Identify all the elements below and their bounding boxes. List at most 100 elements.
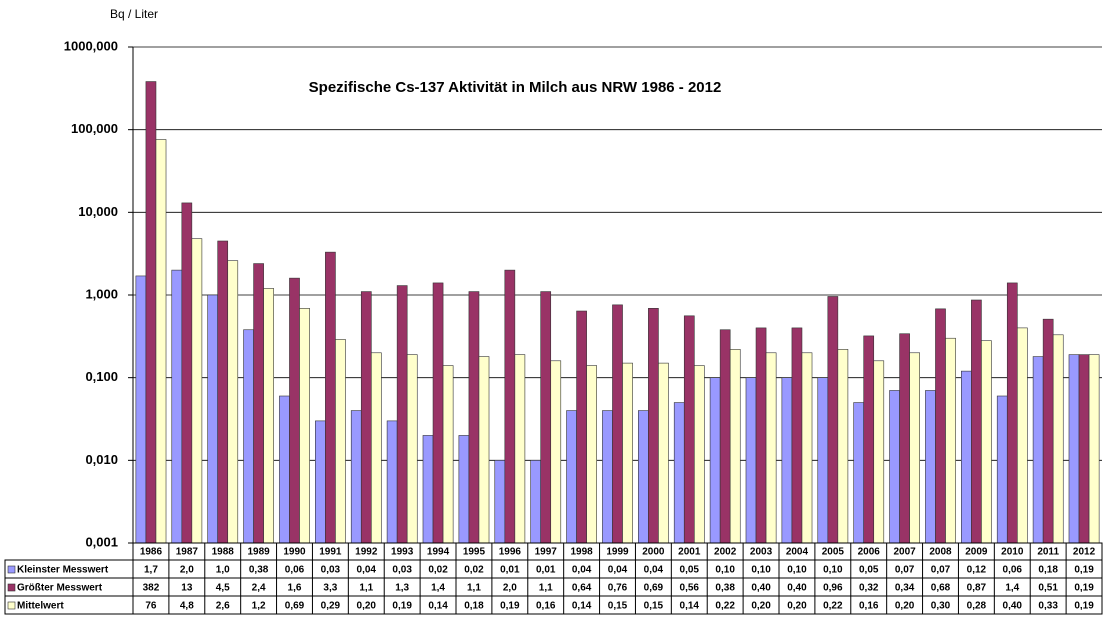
bar	[566, 410, 577, 544]
table-value: 0,02	[428, 565, 448, 576]
table-value: 0,96	[823, 583, 843, 594]
table-value: 0,06	[285, 565, 305, 576]
bar	[540, 291, 552, 544]
bar	[227, 260, 239, 544]
table-value: 0,20	[357, 601, 377, 612]
bar	[468, 291, 480, 544]
bar	[1032, 356, 1044, 544]
bar	[648, 308, 659, 544]
bar	[765, 352, 777, 544]
table-value: 76	[145, 601, 157, 612]
bar	[909, 352, 920, 544]
bar	[504, 269, 516, 544]
bar	[1068, 354, 1080, 544]
bar	[622, 362, 633, 544]
bar	[745, 377, 757, 544]
bar	[135, 275, 147, 544]
legend-swatch	[7, 565, 16, 574]
bar	[801, 352, 813, 544]
bar	[863, 335, 875, 544]
x-tick-label: 1988	[212, 547, 235, 558]
table-value: 0,18	[464, 601, 484, 612]
bar	[191, 238, 203, 544]
bar	[853, 402, 864, 544]
table-value: 0,10	[751, 565, 771, 576]
bar	[386, 420, 398, 544]
table-value: 0,18	[1038, 565, 1058, 576]
bar	[1017, 327, 1028, 544]
bar	[181, 202, 193, 544]
table-value: 0,04	[644, 565, 664, 576]
bar	[996, 395, 1008, 544]
table-value: 0,10	[787, 565, 807, 576]
x-tick-label: 2004	[786, 547, 809, 558]
table-value: 0,40	[787, 583, 807, 594]
table-value: 0,69	[644, 583, 664, 594]
table-value: 2,6	[216, 601, 230, 612]
table-value: 0,68	[931, 583, 951, 594]
table-value: 0,10	[715, 565, 735, 576]
bar	[925, 390, 936, 544]
table-value: 1,7	[144, 565, 158, 576]
bar	[432, 282, 444, 544]
table-value: 0,04	[572, 565, 592, 576]
bar	[335, 339, 346, 544]
bar	[422, 435, 434, 544]
x-tick-label: 1987	[176, 547, 199, 558]
table-value: 0,30	[931, 601, 951, 612]
bar	[243, 329, 254, 544]
table-value: 2,0	[503, 583, 517, 594]
x-tick-label: 2008	[929, 547, 952, 558]
bar	[478, 356, 490, 544]
table-value: 0,38	[715, 583, 735, 594]
legend-swatch	[7, 601, 16, 610]
bar	[945, 337, 956, 544]
bar	[289, 277, 300, 544]
y-tick-label: 100,000	[71, 121, 118, 136]
bar	[602, 410, 613, 544]
table-value: 1,1	[359, 583, 373, 594]
bar	[514, 354, 526, 544]
table-value: 0,22	[823, 601, 843, 612]
x-tick-label: 1994	[427, 547, 450, 558]
bar	[899, 333, 910, 544]
table-value: 0,02	[464, 565, 484, 576]
table-value: 0,03	[392, 565, 412, 576]
table-value: 0,51	[1038, 583, 1058, 594]
bar	[683, 315, 695, 544]
table-value: 0,28	[967, 601, 987, 612]
x-tick-label: 1990	[283, 547, 306, 558]
table-value: 1,4	[431, 583, 445, 594]
bar	[817, 377, 829, 544]
x-tick-label: 2000	[642, 547, 665, 558]
x-tick-label: 2007	[893, 547, 916, 558]
x-tick-label: 1989	[247, 547, 270, 558]
table-value: 0,40	[1003, 601, 1023, 612]
table-value: 0,20	[787, 601, 807, 612]
table-value: 1,2	[252, 601, 266, 612]
x-tick-label: 1998	[570, 547, 593, 558]
table-value: 0,38	[249, 565, 269, 576]
table-value: 0,04	[357, 565, 377, 576]
bar	[612, 304, 623, 544]
table-value: 382	[143, 583, 160, 594]
x-tick-label: 1992	[355, 547, 378, 558]
bar	[638, 410, 649, 544]
table-value: 0,05	[859, 565, 879, 576]
bar	[371, 352, 382, 544]
table-value: 1,4	[1005, 583, 1019, 594]
y-tick-label: 0,010	[85, 452, 118, 467]
y-tick-label: 0,001	[85, 534, 118, 549]
table-value: 0,20	[751, 601, 771, 612]
bar	[315, 420, 326, 544]
table-value: 1,6	[288, 583, 302, 594]
bar	[299, 308, 310, 544]
table-value: 1,1	[539, 583, 553, 594]
x-tick-label: 1986	[140, 547, 163, 558]
x-tick-label: 2006	[858, 547, 881, 558]
bar	[279, 395, 290, 544]
y-axis-label: Bq / Liter	[110, 7, 158, 21]
x-tick-label: 2003	[750, 547, 773, 558]
table-value: 0,07	[895, 565, 915, 576]
